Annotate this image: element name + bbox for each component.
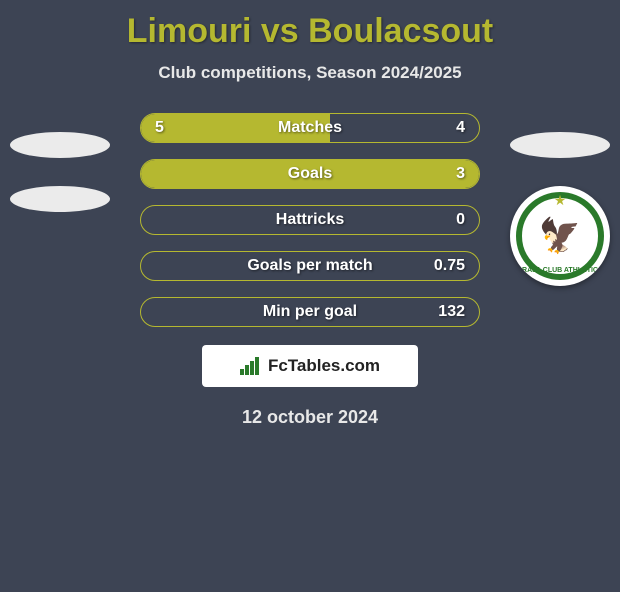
watermark-text: FcTables.com (268, 356, 380, 376)
watermark-chart-icon (240, 357, 262, 375)
stat-row-goals-per-match: Goals per match 0.75 (140, 251, 480, 281)
stat-label: Hattricks (276, 211, 344, 229)
stat-row-goals: Goals 3 (140, 159, 480, 189)
stats-container: 5 Matches 4 Goals 3 Hattricks 0 Goals per ma… (0, 113, 620, 327)
comparison-date: 12 october 2024 (0, 407, 620, 428)
stat-right-value: 132 (438, 303, 465, 321)
stat-right-value: 0 (456, 211, 465, 229)
comparison-subtitle: Club competitions, Season 2024/2025 (0, 63, 620, 83)
stat-right-value: 0.75 (434, 257, 465, 275)
stat-row-min-per-goal: Min per goal 132 (140, 297, 480, 327)
stat-label: Matches (278, 119, 342, 137)
stat-label: Goals per match (247, 257, 372, 275)
comparison-title: Limouri vs Boulacsout (0, 12, 620, 51)
stat-row-hattricks: Hattricks 0 (140, 205, 480, 235)
watermark: FcTables.com (202, 345, 418, 387)
stat-left-value: 5 (155, 119, 164, 137)
stat-right-value: 3 (456, 165, 465, 183)
stat-label: Goals (288, 165, 332, 183)
stat-right-value: 4 (456, 119, 465, 137)
stat-row-matches: 5 Matches 4 (140, 113, 480, 143)
stat-label: Min per goal (263, 303, 357, 321)
